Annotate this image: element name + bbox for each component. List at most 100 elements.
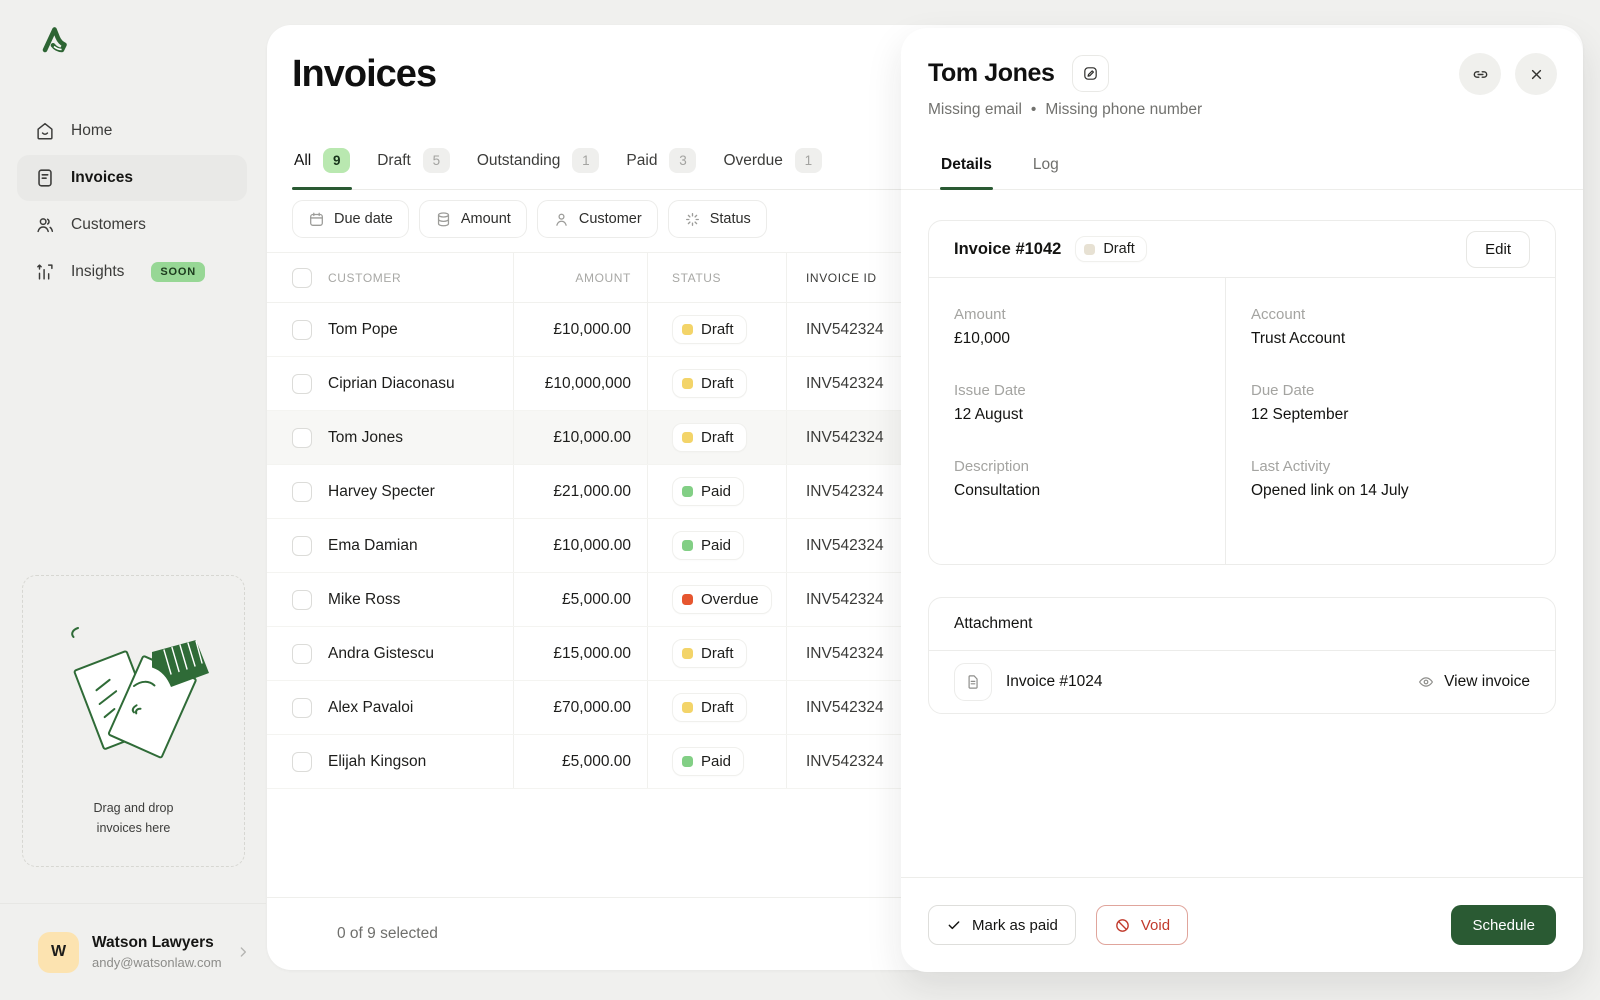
field-label: Amount	[954, 306, 1006, 323]
detail-column-left: Amount £10,000 Issue Date 12 August Desc…	[929, 278, 1225, 564]
field-label: Last Activity	[1251, 458, 1331, 475]
sidebar-item-customers[interactable]: Customers	[17, 202, 247, 248]
customer-filter-button[interactable]: Customer	[536, 200, 658, 238]
status-badge: Overdue	[672, 585, 772, 614]
tab-count-badge: 1	[794, 148, 822, 173]
dropzone-text: Drag and drop invoices here	[93, 801, 174, 835]
tab-count-badge: 1	[572, 148, 600, 173]
status-tab[interactable]: All 9	[292, 144, 353, 190]
invoice-amount: £21,000.00	[513, 465, 647, 518]
sidebar-item-label: Home	[71, 122, 113, 139]
mark-as-paid-button[interactable]: Mark as paid	[928, 905, 1076, 945]
tab-log[interactable]: Log	[1032, 156, 1059, 173]
account-switcher[interactable]: W Watson Lawyers andy@watsonlaw.com	[0, 903, 266, 1000]
account-email: andy@watsonlaw.com	[92, 955, 222, 970]
schedule-button[interactable]: Schedule	[1451, 905, 1556, 945]
customer-detail-panel: Tom Jones Missing email • Missing	[901, 28, 1583, 972]
panel-action-bar: Mark as paid Void Schedule	[901, 877, 1583, 972]
status-tab[interactable]: Overdue 1	[721, 144, 823, 189]
row-checkbox[interactable]	[292, 697, 312, 718]
edit-customer-button[interactable]	[1071, 55, 1109, 92]
link-icon	[1471, 65, 1490, 84]
sidebar-item-invoices[interactable]: Invoices	[17, 155, 247, 201]
invoice-amount: £15,000.00	[513, 627, 647, 680]
avatar: W	[38, 931, 79, 973]
tab-label: Draft	[377, 151, 411, 169]
status-label: Draft	[701, 429, 734, 446]
status-filter-button[interactable]: Status	[667, 200, 767, 238]
page-title: Invoices	[292, 53, 437, 95]
status-dot	[682, 540, 693, 551]
invoice-id: INV542324	[786, 735, 1583, 788]
status-label: Draft	[701, 321, 734, 338]
customers-icon	[34, 214, 56, 236]
customer-name: Ema Damian	[328, 536, 418, 554]
detail-field: Account Trust Account	[1251, 306, 1530, 348]
row-checkbox[interactable]	[292, 319, 312, 340]
field-label: Account	[1251, 306, 1306, 323]
select-all-checkbox[interactable]	[292, 267, 312, 288]
invoice-id: INV542324	[786, 411, 1583, 464]
row-checkbox[interactable]	[292, 373, 312, 394]
status-label: Paid	[701, 537, 732, 554]
status-dot	[682, 486, 693, 497]
status-badge: Draft	[672, 369, 747, 398]
invoice-row[interactable]: Harvey Specter £21,000.00 Paid INV542324	[267, 465, 1583, 519]
status-tab[interactable]: Paid 3	[624, 144, 698, 189]
detail-field: Due Date 12 September	[1251, 382, 1530, 424]
row-checkbox[interactable]	[292, 481, 312, 502]
status-tab[interactable]: Outstanding 1	[475, 144, 602, 189]
status-badge: Draft	[672, 639, 747, 668]
edit-invoice-button[interactable]: Edit	[1466, 230, 1530, 268]
detail-field: Description Consultation	[954, 458, 1200, 500]
detail-field: Amount £10,000	[954, 306, 1200, 348]
field-label: Issue Date	[954, 382, 1026, 399]
row-checkbox[interactable]	[292, 643, 312, 664]
detail-field: Last Activity Opened link on 14 July	[1251, 458, 1530, 500]
invoice-id: INV542324	[786, 519, 1583, 572]
status-label: Paid	[701, 753, 732, 770]
column-header-invoice-id: INVOICE ID	[786, 253, 1583, 302]
row-checkbox[interactable]	[292, 535, 312, 556]
attachment-card: Attachment Invoice #1024 View invoice	[928, 597, 1556, 714]
close-panel-button[interactable]	[1515, 53, 1557, 95]
attachment-file-name: Invoice #1024	[1006, 673, 1103, 690]
customer-name: Tom Pope	[328, 320, 398, 338]
row-checkbox[interactable]	[292, 589, 312, 610]
customer-name: Ciprian Diaconasu	[328, 374, 455, 392]
separator-dot: •	[1030, 101, 1037, 118]
row-checkbox[interactable]	[292, 427, 312, 448]
tab-label: All	[294, 151, 312, 169]
void-button[interactable]: Void	[1095, 905, 1189, 945]
status-dot	[682, 702, 693, 713]
filter-bar: Due date Amount Customer Status	[292, 200, 767, 238]
close-icon	[1528, 66, 1545, 83]
invoice-id: INV542324	[786, 573, 1583, 626]
eye-icon	[1417, 673, 1435, 691]
check-icon	[946, 917, 962, 933]
due-date-filter-button[interactable]: Due date	[292, 200, 409, 238]
invoice-id: INV542324	[786, 303, 1583, 356]
tab-details[interactable]: Details	[940, 146, 993, 190]
panel-customer-name: Tom Jones	[928, 59, 1055, 87]
field-value: £10,000	[954, 330, 1011, 347]
app-logo-icon	[40, 24, 72, 55]
copy-link-button[interactable]	[1459, 53, 1501, 95]
field-value: Consultation	[954, 482, 1041, 499]
invoice-id: INV542324	[786, 627, 1583, 680]
sidebar-item-insights[interactable]: Insights SOON	[17, 249, 247, 295]
sidebar-item-home[interactable]: Home	[17, 108, 247, 154]
status-dot	[1084, 243, 1096, 255]
row-checkbox[interactable]	[292, 751, 312, 772]
amount-filter-button[interactable]: Amount	[418, 200, 527, 238]
invoice-amount: £5,000.00	[513, 573, 647, 626]
status-label: Draft	[1103, 241, 1135, 257]
status-label: Paid	[701, 483, 732, 500]
database-icon	[435, 211, 452, 228]
status-badge: Paid	[672, 477, 745, 506]
view-invoice-button[interactable]: View invoice	[1417, 673, 1530, 691]
invoice-dropzone[interactable]: Drag and drop invoices here	[22, 575, 245, 867]
status-dot	[682, 756, 693, 767]
attachment-title: Attachment	[929, 598, 1555, 651]
status-tab[interactable]: Draft 5	[375, 144, 452, 189]
